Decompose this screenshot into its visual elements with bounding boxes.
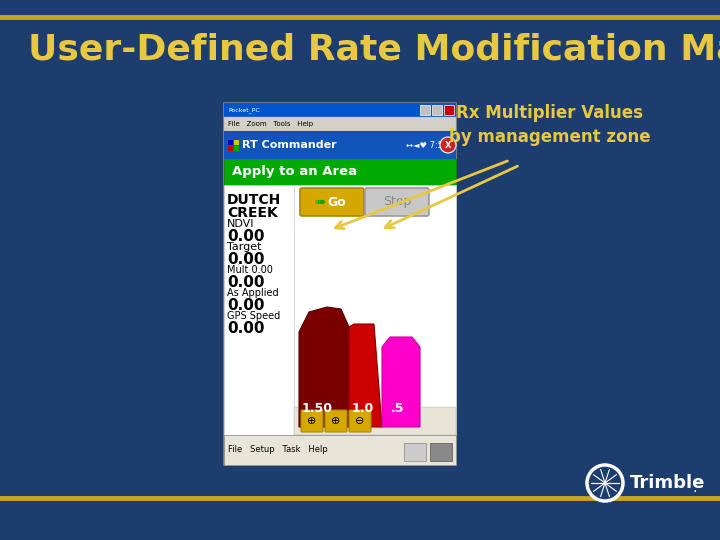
FancyBboxPatch shape xyxy=(224,185,294,435)
Text: ➠: ➠ xyxy=(314,195,325,209)
FancyBboxPatch shape xyxy=(228,146,233,151)
Text: X: X xyxy=(445,140,451,150)
Text: 0.00: 0.00 xyxy=(227,275,264,290)
FancyBboxPatch shape xyxy=(228,140,233,145)
FancyBboxPatch shape xyxy=(301,410,323,432)
Text: Target: Target xyxy=(227,242,261,252)
Text: ⊕: ⊕ xyxy=(331,416,341,426)
Text: 1.0: 1.0 xyxy=(352,402,374,415)
Polygon shape xyxy=(299,307,349,427)
FancyBboxPatch shape xyxy=(325,410,347,432)
Text: RT Commander: RT Commander xyxy=(242,140,337,150)
FancyBboxPatch shape xyxy=(349,410,371,432)
Text: Rx Multiplier Values
by management zone: Rx Multiplier Values by management zone xyxy=(449,104,651,146)
Text: 0.00: 0.00 xyxy=(227,321,264,336)
FancyBboxPatch shape xyxy=(224,435,456,465)
FancyBboxPatch shape xyxy=(432,105,442,115)
Text: 0.00: 0.00 xyxy=(227,298,264,313)
FancyBboxPatch shape xyxy=(234,146,239,151)
Text: GPS Speed: GPS Speed xyxy=(227,311,280,321)
FancyBboxPatch shape xyxy=(224,103,456,117)
Text: 0.00: 0.00 xyxy=(227,252,264,267)
FancyBboxPatch shape xyxy=(300,188,364,216)
FancyBboxPatch shape xyxy=(430,443,452,461)
Polygon shape xyxy=(349,324,382,427)
Circle shape xyxy=(440,137,456,153)
FancyBboxPatch shape xyxy=(420,105,430,115)
Text: ⊕: ⊕ xyxy=(307,416,317,426)
Text: User-Defined Rate Modification Map: User-Defined Rate Modification Map xyxy=(28,33,720,67)
FancyBboxPatch shape xyxy=(404,443,426,461)
Text: ↔◄♥ 7:50: ↔◄♥ 7:50 xyxy=(406,140,449,150)
Text: As Applied: As Applied xyxy=(227,288,279,298)
FancyBboxPatch shape xyxy=(224,159,456,185)
Circle shape xyxy=(587,465,623,501)
Text: .: . xyxy=(693,481,698,495)
Text: Apply to an Area: Apply to an Area xyxy=(232,165,357,179)
FancyBboxPatch shape xyxy=(365,188,429,216)
Text: DUTCH: DUTCH xyxy=(227,193,282,207)
Text: 0.00: 0.00 xyxy=(227,229,264,244)
FancyBboxPatch shape xyxy=(294,185,456,435)
Text: Pocket_PC: Pocket_PC xyxy=(228,107,260,113)
Polygon shape xyxy=(382,337,420,427)
Text: Stop: Stop xyxy=(383,195,411,208)
Text: NDVI: NDVI xyxy=(227,219,254,229)
Text: 1.50: 1.50 xyxy=(302,402,333,415)
Text: Trimble: Trimble xyxy=(630,474,706,492)
FancyBboxPatch shape xyxy=(294,407,456,435)
Text: File   Setup   Task   Help: File Setup Task Help xyxy=(228,446,328,455)
FancyBboxPatch shape xyxy=(224,117,456,131)
Text: Go: Go xyxy=(327,195,346,208)
Text: ⊖: ⊖ xyxy=(355,416,365,426)
FancyBboxPatch shape xyxy=(444,105,454,115)
Text: CREEK: CREEK xyxy=(227,206,278,220)
Text: File   Zoom   Tools   Help: File Zoom Tools Help xyxy=(228,121,313,127)
FancyBboxPatch shape xyxy=(224,103,456,465)
FancyBboxPatch shape xyxy=(224,131,456,159)
Text: .5: .5 xyxy=(391,402,405,415)
Text: Mult 0.00: Mult 0.00 xyxy=(227,265,273,275)
FancyBboxPatch shape xyxy=(234,140,239,145)
